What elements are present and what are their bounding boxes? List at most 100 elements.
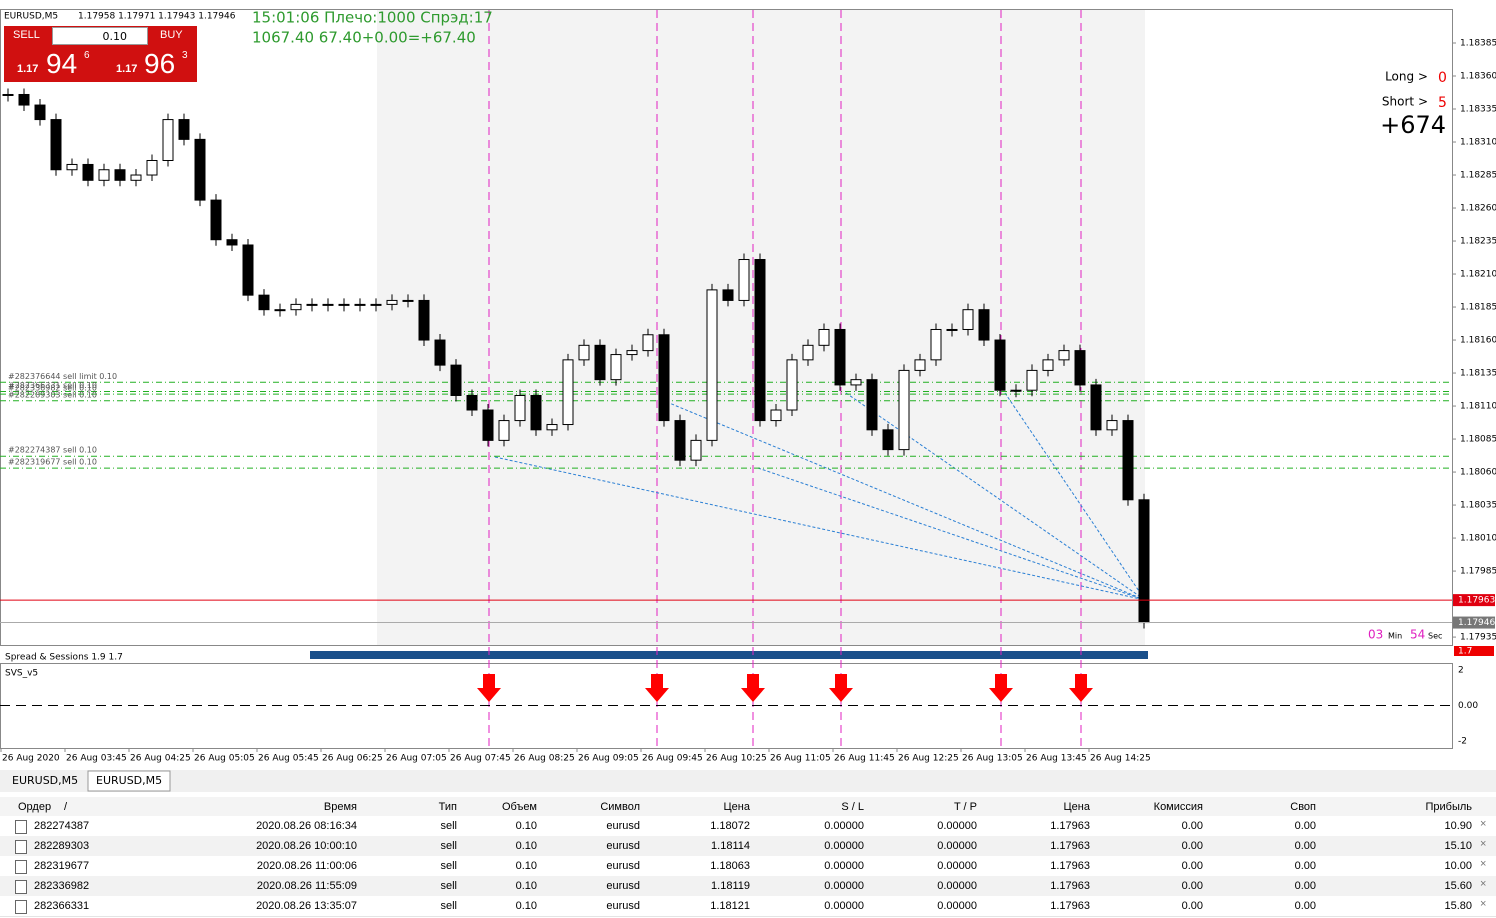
table-cell: 2020.08.26 08:16:34 — [256, 820, 357, 832]
close-button[interactable]: × — [1480, 898, 1487, 910]
candle — [946, 328, 958, 331]
y-tick-label: 1.18260 — [1460, 204, 1496, 214]
tab[interactable]: EURUSD,M5 — [12, 774, 78, 787]
table-cell: 0.10 — [515, 900, 537, 912]
y-tick-label: 1.18060 — [1460, 468, 1496, 478]
lots-input[interactable]: 0.10 — [52, 27, 148, 45]
candle — [34, 104, 46, 121]
candle — [482, 409, 494, 441]
indicator-value: 1.7 — [1458, 647, 1472, 657]
x-tick-label: 26 Aug 11:05 — [770, 754, 831, 764]
x-tick-label: 26 Aug 03:45 — [66, 754, 127, 764]
buy-button[interactable]: BUY — [160, 29, 183, 41]
table-cell: 10.90 — [1444, 820, 1472, 832]
price-badge — [1453, 616, 1495, 629]
y-tick-label: 1.18385 — [1460, 39, 1496, 49]
y-tick-label: 1.17985 — [1460, 567, 1496, 577]
x-tick-label: 26 Aug 14:25 — [1090, 754, 1151, 764]
column-header: Время — [323, 801, 357, 813]
chart: EURUSD,M5 1.17958 1.17971 1.17943 1.1794… — [0, 8, 1496, 792]
candle — [338, 303, 350, 306]
table-cell: 0.10 — [515, 880, 537, 892]
candle — [914, 359, 926, 371]
svs-name: SVS_v5 — [5, 669, 38, 679]
table-cell: 0.00 — [1294, 820, 1316, 832]
price-label: 1.17963 — [1458, 596, 1495, 606]
order-icon — [15, 880, 27, 894]
x-tick-label: 26 Aug 07:45 — [450, 754, 511, 764]
svs-tick-label: 2 — [1458, 666, 1464, 676]
close-button[interactable]: × — [1480, 838, 1487, 850]
candle — [210, 199, 222, 241]
x-tick-label: 26 Aug 08:25 — [514, 754, 575, 764]
x-tick-label: 26 Aug 13:45 — [1026, 754, 1087, 764]
candle — [178, 119, 190, 140]
order-label: #282336982 sell 0.10 — [8, 384, 97, 393]
table-cell: 0.00000 — [824, 860, 864, 872]
x-tick-label: 26 Aug 12:25 — [898, 754, 959, 764]
close-button[interactable]: × — [1480, 878, 1487, 890]
bid-pips: 94 — [46, 48, 78, 79]
order-icon — [15, 820, 27, 834]
table-cell: 0.00000 — [824, 900, 864, 912]
table-cell: 1.18063 — [710, 860, 750, 872]
y-tick-label: 1.18360 — [1460, 72, 1496, 82]
svs-tick-label: -2 — [1458, 736, 1467, 746]
column-header: Своп — [1290, 801, 1316, 813]
table-cell: 282366331 — [34, 900, 90, 912]
y-tick-label: 1.18135 — [1460, 369, 1496, 379]
order-icon — [15, 860, 27, 874]
table-cell: 0.00 — [1294, 900, 1316, 912]
tab-bar — [0, 770, 1496, 792]
x-tick-label: 26 Aug 07:05 — [386, 754, 447, 764]
x-tick-label: 26 Aug 05:45 — [258, 754, 319, 764]
table-cell: 1.17963 — [1050, 880, 1090, 892]
indicator-badge — [1454, 646, 1494, 656]
column-header: / — [64, 801, 68, 813]
y-tick-label: 1.18010 — [1460, 534, 1496, 544]
candle — [658, 334, 670, 422]
candle — [594, 344, 606, 381]
bid-big: 1.17 — [17, 63, 39, 75]
table-cell: 0.00 — [1294, 880, 1316, 892]
close-button[interactable]: × — [1480, 858, 1487, 870]
column-header: T / P — [953, 801, 977, 813]
close-button[interactable]: × — [1480, 818, 1487, 830]
x-tick-label: 26 Aug 13:05 — [962, 754, 1023, 764]
ohlc: 1.17958 1.17971 1.17943 1.17946 — [78, 12, 236, 22]
sell-button[interactable]: SELL — [13, 29, 40, 41]
trade-links — [494, 392, 1146, 601]
candle — [130, 174, 142, 181]
table-cell: 0.00000 — [824, 820, 864, 832]
candle — [498, 420, 510, 441]
column-header: Цена — [1063, 801, 1090, 813]
short-label: Short > — [1382, 95, 1428, 109]
session-bar — [310, 651, 1148, 659]
price-badge — [1453, 594, 1495, 607]
candle — [1026, 369, 1038, 391]
table-cell: 0.00 — [1294, 860, 1316, 872]
candle — [978, 309, 990, 341]
order-label: #282319677 sell 0.10 — [8, 458, 97, 467]
long-value: 0 — [1438, 70, 1447, 86]
candle — [258, 294, 270, 311]
candle — [690, 439, 702, 461]
candle — [226, 239, 238, 246]
candle — [50, 119, 62, 171]
candle — [1090, 384, 1102, 431]
table-cell: 0.00000 — [937, 860, 977, 872]
ask-pips: 96 — [144, 48, 176, 79]
candle — [1138, 499, 1150, 624]
candle — [450, 364, 462, 396]
order-label: #282376644 sell limit 0.10 — [8, 372, 117, 381]
order-icon — [15, 900, 27, 914]
table-cell: 282336982 — [34, 880, 90, 892]
active-tab[interactable] — [87, 770, 171, 792]
candle — [418, 299, 430, 341]
table-cell: 0.00 — [1181, 820, 1203, 832]
table-row[interactable]: × — [0, 896, 1496, 917]
orders-table: Ордер / Время Тип Объем Символ Цена S / L T / P Ц… — [0, 795, 1496, 918]
main-frame — [0, 9, 1453, 646]
tab[interactable]: EURUSD,M5 — [96, 774, 162, 787]
candle — [386, 299, 398, 305]
